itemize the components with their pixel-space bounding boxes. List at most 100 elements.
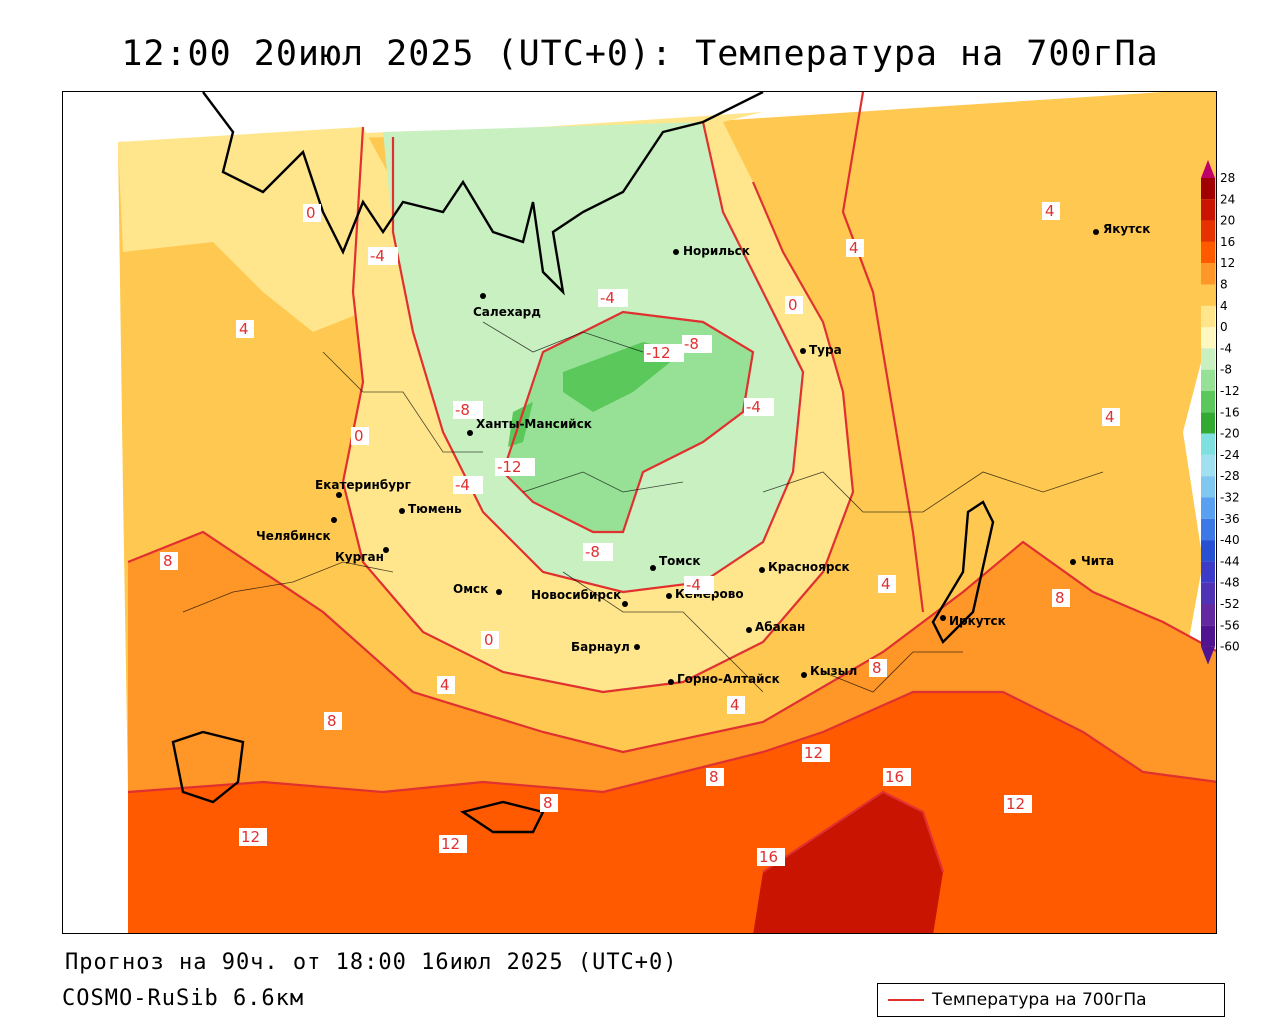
svg-text:8: 8 [163, 552, 173, 570]
contour-label-box: 12 [239, 828, 267, 846]
city-dot [800, 348, 806, 354]
svg-text:8: 8 [872, 659, 882, 677]
contour-label-box: -4 [368, 247, 398, 265]
color-scale-box [1201, 625, 1215, 647]
city-label: Ханты-Мансийск [476, 417, 592, 431]
contour-label-box: 0 [351, 427, 369, 445]
color-scale-top-arrow [1201, 160, 1215, 178]
color-scale-box [1201, 220, 1215, 242]
svg-text:8: 8 [543, 794, 553, 812]
color-scale-tick: -52 [1220, 597, 1240, 611]
city-label: Красноярск [768, 560, 850, 574]
contour-label-box: -4 [744, 398, 774, 416]
svg-text:8: 8 [1055, 589, 1065, 607]
temperature-map: Норильск Салехард Тура Якутск Ханты-Манс… [62, 91, 1217, 934]
color-scale-tick: 0 [1220, 320, 1228, 334]
color-scale-tick: 12 [1220, 256, 1235, 270]
svg-text:8: 8 [327, 712, 337, 730]
city-dot [801, 672, 807, 678]
contour-label-box: 16 [883, 768, 911, 786]
color-scale-tick: -24 [1220, 448, 1240, 462]
city-label: Кызыл [810, 664, 857, 678]
color-scale-tick: -56 [1220, 618, 1240, 632]
city-dot [650, 565, 656, 571]
svg-text:-8: -8 [684, 335, 699, 353]
svg-text:4: 4 [730, 696, 740, 714]
color-scale-box [1201, 582, 1215, 604]
svg-text:12: 12 [804, 744, 823, 762]
contour-label-box: 8 [706, 768, 724, 786]
city-label: Норильск [683, 244, 750, 258]
city-label: Томск [659, 554, 701, 568]
svg-text:4: 4 [239, 320, 249, 338]
contour-label-box: -8 [583, 543, 613, 561]
svg-text:-8: -8 [585, 543, 600, 561]
contour-label-box: -4 [598, 289, 628, 307]
city-label: Тюмень [408, 502, 462, 516]
svg-text:-4: -4 [746, 398, 761, 416]
city-dot [467, 430, 473, 436]
contour-label-box: -4 [453, 476, 483, 494]
map-canvas: Норильск Салехард Тура Якутск Ханты-Манс… [118, 92, 1216, 933]
color-scale-labels: 28 24 20 16 12 8 4 0 -4 -8 -12 -16 -20 -24 -28 -32 -36 -4… [1220, 171, 1240, 654]
city-dot [336, 492, 342, 498]
legend-line-swatch [888, 999, 924, 1001]
contour-label-box: -8 [453, 401, 483, 419]
color-scale-tick: -44 [1220, 554, 1240, 568]
color-scale-tick: 24 [1220, 192, 1235, 206]
regional-borders [182, 321, 1104, 693]
svg-text:-4: -4 [455, 476, 470, 494]
color-scale-box [1201, 199, 1215, 221]
city-label: Иркутск [949, 614, 1006, 628]
contour-label-box: 4 [437, 676, 455, 694]
color-scale-box [1201, 327, 1215, 349]
svg-text:-4: -4 [370, 247, 385, 265]
svg-text:4: 4 [849, 239, 859, 257]
svg-text:8: 8 [709, 768, 719, 786]
city-label: Тура [809, 343, 842, 357]
color-scale-box [1201, 604, 1215, 626]
contour-label-box: 8 [869, 659, 887, 677]
city-dot [666, 593, 672, 599]
city-dot [634, 644, 640, 650]
city-label: Новосибирск [531, 588, 621, 602]
contour-label-box: 0 [785, 296, 803, 314]
svg-text:-4: -4 [686, 576, 701, 594]
svg-text:-8: -8 [455, 401, 470, 419]
color-scale-tick: -12 [1220, 384, 1240, 398]
color-scale-box [1201, 263, 1215, 285]
color-scale-boxes [1201, 160, 1215, 665]
color-scale-tick: 20 [1220, 214, 1235, 228]
city-dot [496, 589, 502, 595]
color-scale-box [1201, 305, 1215, 328]
contour-label-box: 12 [439, 835, 467, 853]
color-scale-tick: -4 [1220, 341, 1232, 355]
color-scale-box [1201, 540, 1215, 562]
color-scale-tick: 4 [1220, 299, 1228, 313]
city-label: Салехард [473, 305, 541, 319]
contour-label-box: -8 [682, 335, 712, 353]
color-scale-box [1201, 241, 1215, 264]
city-dot [759, 567, 765, 573]
svg-text:4: 4 [881, 575, 891, 593]
color-scale-tick: -48 [1220, 576, 1240, 590]
svg-text:0: 0 [354, 427, 364, 445]
city-dot [331, 517, 337, 523]
legend-box: Температура на 700гПа [877, 983, 1225, 1017]
contour-label-box: 16 [757, 848, 785, 866]
city-dot [668, 679, 674, 685]
contour-label-box: -12 [495, 458, 535, 476]
zone-plus12 [128, 692, 1216, 933]
color-scale-box [1201, 518, 1215, 541]
contour-label-box: -12 [644, 344, 684, 362]
city-label: Якутск [1103, 222, 1150, 236]
svg-text:4: 4 [1105, 408, 1115, 426]
city-label: Екатеринбург [315, 478, 411, 492]
zone-minus8 [503, 312, 753, 532]
svg-text:16: 16 [885, 768, 904, 786]
color-scale-tick: -32 [1220, 491, 1240, 505]
contour-label-box: 8 [324, 712, 342, 730]
contour-label-box: 0 [481, 631, 499, 649]
svg-text:16: 16 [759, 848, 778, 866]
map-title: 12:00 20июл 2025 (UTC+0): Температура на… [121, 34, 1159, 74]
